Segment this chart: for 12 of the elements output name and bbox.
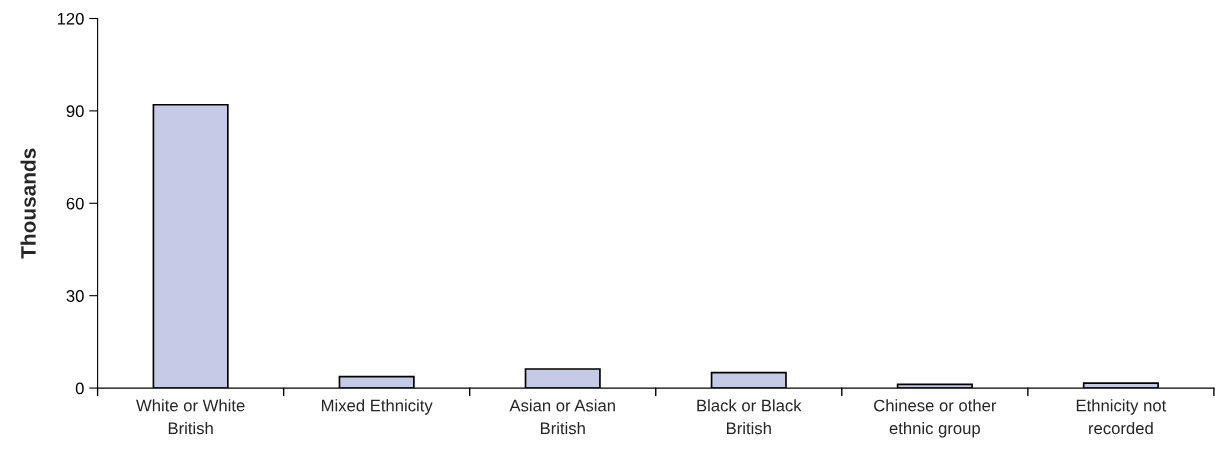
y-tick-label: 0 bbox=[75, 382, 84, 395]
y-tick-label: 60 bbox=[66, 197, 84, 210]
x-tick-label: Chinese or other ethnic group bbox=[874, 399, 997, 438]
y-tick-label: 120 bbox=[57, 12, 84, 25]
y-tick-label: 90 bbox=[66, 105, 84, 118]
x-tick-label: White or White British bbox=[136, 399, 245, 435]
y-axis-title: Thousands bbox=[20, 148, 36, 259]
x-tick-label: Asian or Asian British bbox=[509, 399, 615, 435]
x-tick-label: Black or Black British bbox=[697, 399, 802, 435]
x-tick-label: Ethnicity not recorded bbox=[1076, 399, 1167, 435]
x-tick-label: Mixed Ethnicity bbox=[322, 399, 433, 415]
y-tick-label: 30 bbox=[66, 290, 84, 302]
